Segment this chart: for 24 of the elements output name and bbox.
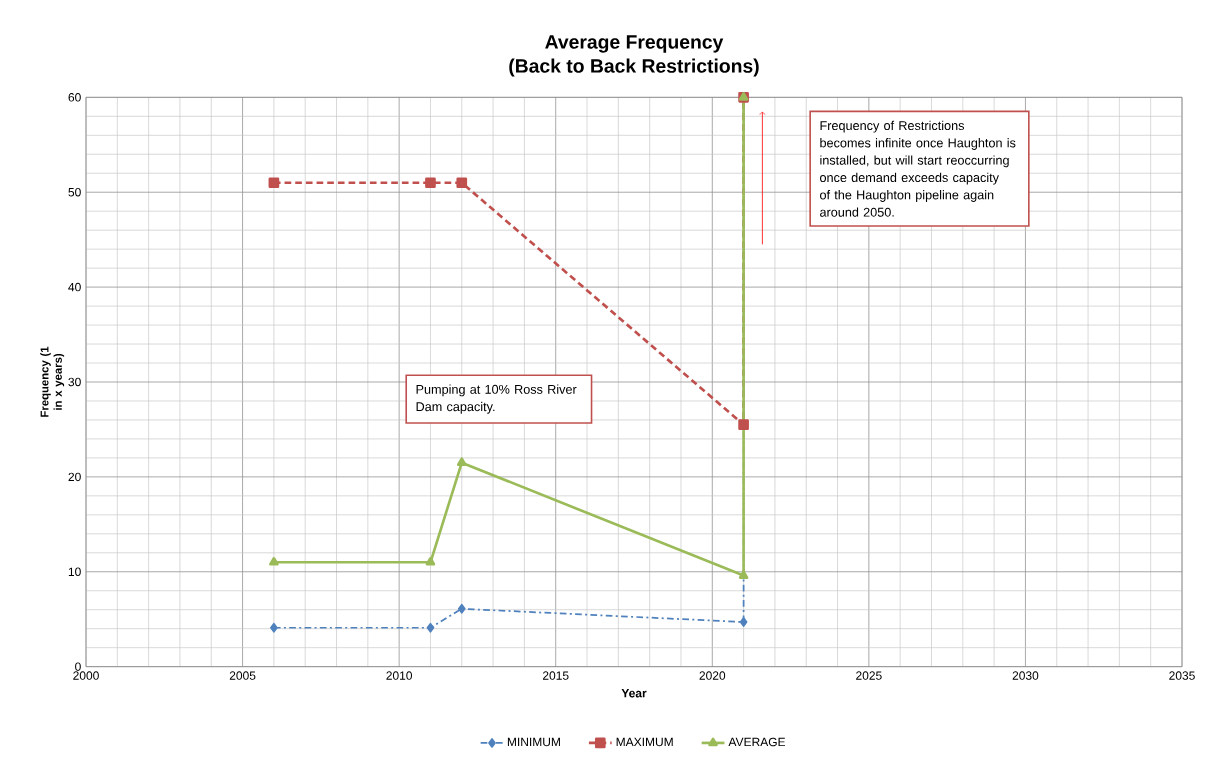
x-axis-title: Year <box>621 689 647 698</box>
y-tick-label: 20 <box>68 472 81 482</box>
y-tick-label: 60 <box>68 93 81 102</box>
x-tick-label: 2010 <box>386 671 413 681</box>
legend-label: MAXIMUM <box>616 737 673 747</box>
y-tick-label: 50 <box>68 188 81 197</box>
annotation: Frequency of Restrictions becomes infinite once Haughton is installed, but will start reoccurring once demand exceeds capacity of the Haughton pipeline again around 2050. <box>820 120 1016 217</box>
x-tick-label: 2000 <box>73 671 99 681</box>
legend-label: MINIMUM <box>507 737 560 747</box>
y-tick-label: 0 <box>75 662 81 672</box>
x-tick-label: 2015 <box>542 671 569 681</box>
y-tick-label: 10 <box>68 567 81 577</box>
chart-title: Average Frequency <box>545 35 724 53</box>
x-tick-label: 2030 <box>1012 671 1039 681</box>
y-axis-title: Frequency (1 in x years) <box>40 346 65 417</box>
x-tick-label: 2035 <box>1169 671 1195 681</box>
x-tick-label: 2025 <box>856 671 882 681</box>
legend-label: AVERAGE <box>728 737 786 747</box>
x-tick-label: 2005 <box>229 671 256 681</box>
y-tick-label: 30 <box>68 377 81 387</box>
y-tick-label: 40 <box>68 283 81 292</box>
annotation: Pumping at 10% Ross River Dam capacity. <box>416 384 577 414</box>
x-tick-label: 2020 <box>699 671 726 681</box>
chart-subtitle: (Back to Back Restrictions) <box>509 58 759 77</box>
